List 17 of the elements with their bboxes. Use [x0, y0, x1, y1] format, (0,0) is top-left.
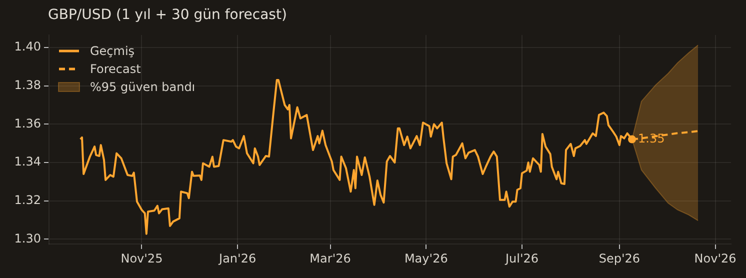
y-tick-label: 1.32 [14, 192, 41, 207]
x-tick-label: Jan'26 [218, 251, 256, 266]
legend-label: Forecast [90, 61, 141, 78]
x-tick-label: Sep'26 [598, 251, 640, 266]
annotation: %95 güven bandı [90, 79, 196, 96]
legend-label: Geçmiş [90, 43, 135, 60]
x-tick-label: Jul'26 [504, 251, 539, 266]
x-tick-label: Nov'25 [120, 251, 163, 266]
y-tick-label: 1.34 [14, 154, 41, 169]
y-tick-label: 1.38 [14, 78, 41, 92]
x-tick-label: Nov'26 [694, 251, 736, 266]
y-tick-label: 1.40 [14, 40, 41, 54]
x-tick-label: Mar'26 [310, 251, 351, 266]
y-tick-label: 1.30 [14, 231, 41, 246]
x-tick-label: May'26 [404, 251, 448, 266]
y-tick-label: 1.36 [14, 116, 41, 130]
chart-title: GBP/USD (1 yıl + 30 gün forecast) [48, 7, 287, 23]
